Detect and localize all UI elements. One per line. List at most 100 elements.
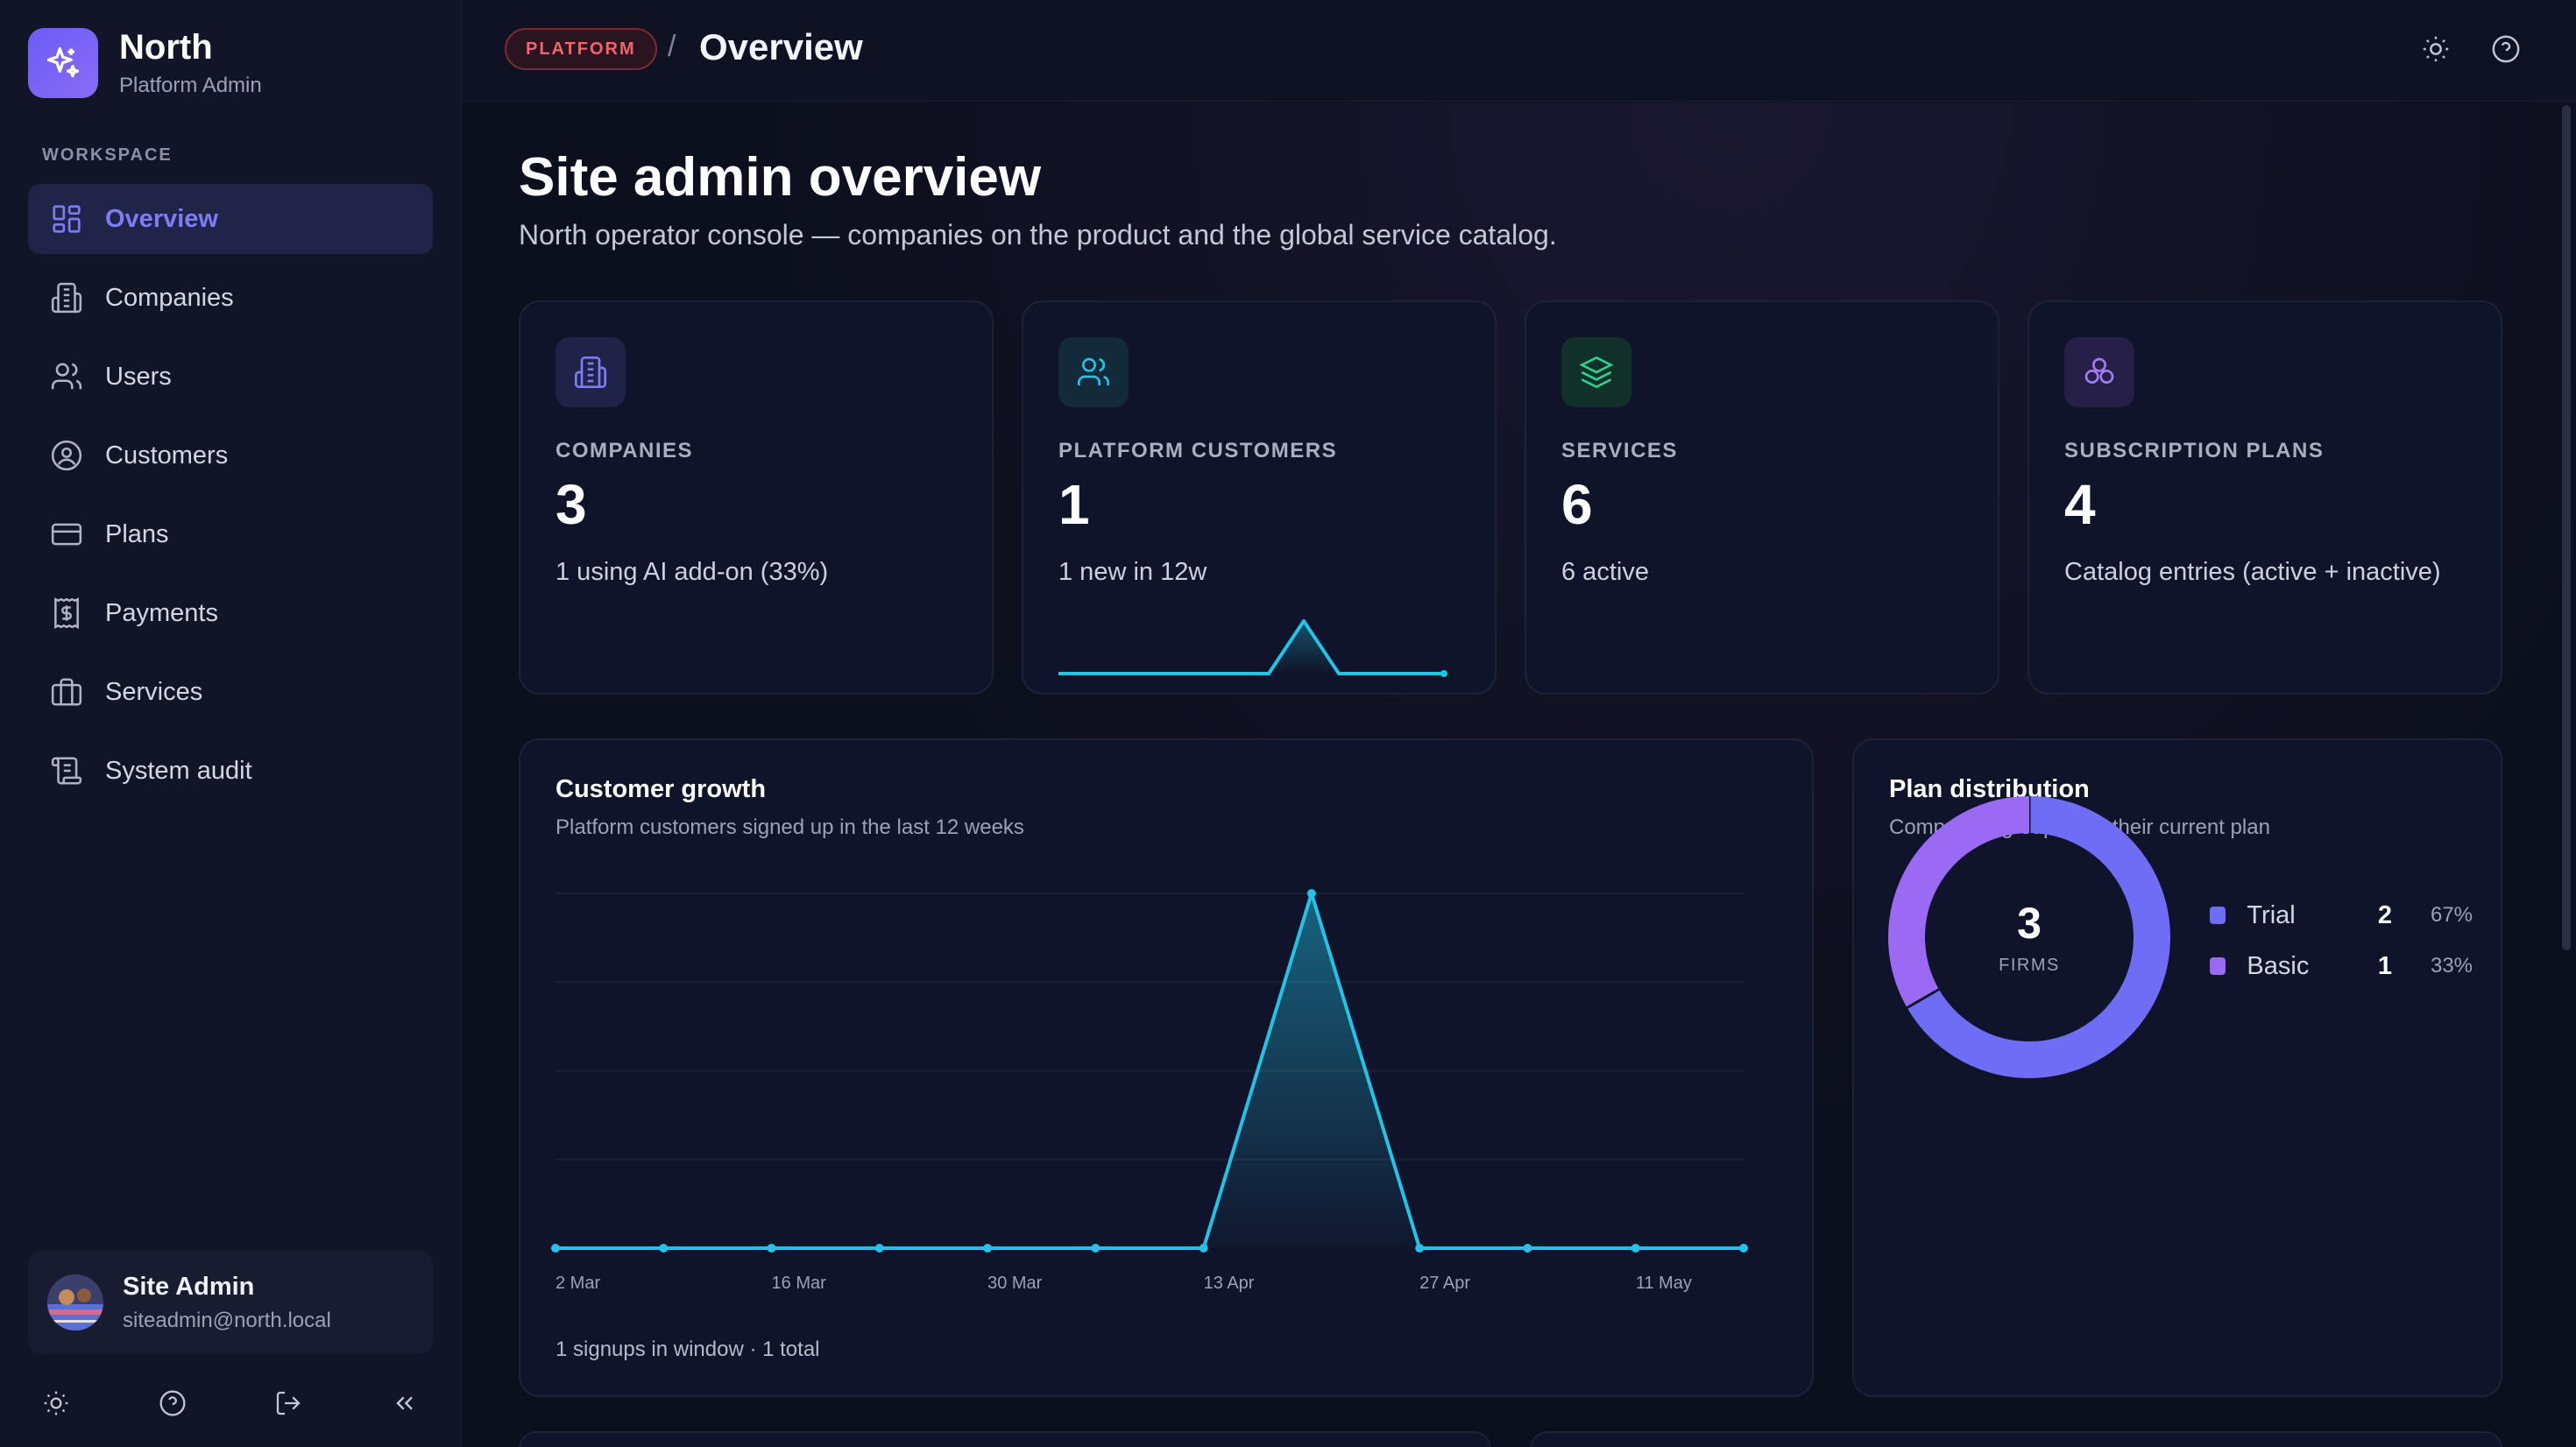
stat-card-subscription-plans: SUBSCRIPTION PLANS 4 Catalog entries (ac… bbox=[2028, 300, 2502, 695]
data-point[interactable] bbox=[1523, 1244, 1532, 1253]
sidebar-footer-actions bbox=[0, 1375, 462, 1436]
user-email: siteadmin@north.local bbox=[123, 1308, 331, 1332]
sidebar-item-overview[interactable]: Overview bbox=[28, 184, 433, 254]
data-point[interactable] bbox=[1415, 1244, 1425, 1253]
sidebar-item-label: Payments bbox=[105, 598, 218, 627]
collapse-icon[interactable] bbox=[387, 1386, 422, 1421]
stat-label: SUBSCRIPTION PLANS bbox=[2064, 439, 2325, 462]
x-tick-label: 30 Mar bbox=[987, 1274, 1043, 1293]
customer-growth-panel: 2 Mar 16 Mar 30 Mar 13 Apr 27 Apr 11 May Cust… bbox=[519, 738, 1814, 1397]
receipt-dollar-icon bbox=[49, 596, 84, 631]
sparkline-line bbox=[1058, 619, 1444, 675]
scrollbar-thumb[interactable] bbox=[2562, 105, 2571, 950]
data-point[interactable] bbox=[1091, 1244, 1100, 1253]
page-subtitle: North operator console — companies on th… bbox=[519, 219, 1557, 251]
legend-percent: 33% bbox=[2430, 954, 2473, 978]
data-point[interactable] bbox=[874, 1244, 884, 1253]
sun-icon[interactable] bbox=[2418, 32, 2453, 67]
panel-subtitle: Platform customers signed up in the last… bbox=[556, 815, 1024, 839]
sidebar-item-plans[interactable]: Plans bbox=[28, 499, 433, 569]
boxes-icon bbox=[2064, 337, 2134, 407]
sidebar-item-system-audit[interactable]: System audit bbox=[28, 736, 433, 806]
stat-value: 6 bbox=[1561, 473, 1593, 536]
sidebar-item-label: Services bbox=[105, 677, 203, 706]
stat-detail: Catalog entries (active + inactive) bbox=[2064, 558, 2441, 586]
breadcrumb-separator: / bbox=[668, 30, 676, 63]
sun-icon[interactable] bbox=[39, 1386, 74, 1421]
donut-center-label: FIRMS bbox=[1999, 956, 2060, 975]
data-point[interactable] bbox=[983, 1244, 993, 1253]
panel-footer: 1 signups in window · 1 total bbox=[556, 1338, 820, 1361]
data-point[interactable] bbox=[1631, 1244, 1640, 1253]
sidebar-nav: Overview Companies Users Customers Plans bbox=[28, 184, 433, 815]
brand-subtitle: Platform Admin bbox=[119, 74, 262, 97]
sidebar-item-label: Users bbox=[105, 362, 172, 391]
x-tick-label: 11 May bbox=[1636, 1274, 1692, 1293]
bottom-card-left bbox=[519, 1431, 1491, 1447]
stat-value: 3 bbox=[556, 473, 587, 536]
series-line bbox=[556, 892, 1744, 1250]
donut-slice-trial[interactable] bbox=[1907, 796, 2170, 1078]
credit-card-icon bbox=[49, 517, 84, 552]
main-content: Site admin overview North operator conso… bbox=[463, 102, 2576, 1447]
briefcase-icon bbox=[49, 674, 84, 709]
sidebar-item-label: Plans bbox=[105, 519, 169, 548]
data-point[interactable] bbox=[767, 1244, 776, 1253]
stat-detail: 6 active bbox=[1561, 558, 1649, 586]
page-title: Site admin overview bbox=[519, 147, 1042, 208]
sidebar-item-companies[interactable]: Companies bbox=[28, 263, 433, 333]
sidebar-item-label: System audit bbox=[105, 756, 252, 785]
stat-label: SERVICES bbox=[1561, 439, 1678, 462]
legend-item-basic: Basic 1 33% bbox=[2210, 949, 2473, 984]
data-point[interactable] bbox=[659, 1244, 669, 1253]
logout-icon[interactable] bbox=[271, 1386, 306, 1421]
user-name: Site Admin bbox=[123, 1272, 255, 1301]
stat-value: 4 bbox=[2064, 473, 2096, 536]
sidebar-section-label: WORKSPACE bbox=[42, 145, 173, 165]
legend-item-trial: Trial 2 67% bbox=[2210, 898, 2473, 933]
stat-detail: 1 new in 12w bbox=[1058, 558, 1207, 586]
sidebar: North Platform Admin WORKSPACE Overview … bbox=[0, 0, 462, 1447]
stat-label: COMPANIES bbox=[556, 439, 694, 462]
legend-percent: 67% bbox=[2430, 903, 2473, 927]
sidebar-item-services[interactable]: Services bbox=[28, 657, 433, 727]
platform-badge: PLATFORM bbox=[505, 28, 657, 70]
data-point[interactable] bbox=[551, 1244, 560, 1253]
stat-card-companies: COMPANIES 3 1 using AI add-on (33%) bbox=[519, 300, 994, 695]
layers-icon bbox=[1561, 337, 1631, 407]
sidebar-item-label: Customers bbox=[105, 441, 229, 469]
data-point[interactable] bbox=[1199, 1244, 1208, 1253]
brand[interactable]: North Platform Admin bbox=[28, 28, 262, 98]
data-point[interactable] bbox=[1739, 1244, 1748, 1253]
customers-sparkline bbox=[1058, 619, 1447, 677]
x-tick-label: 16 Mar bbox=[772, 1274, 827, 1293]
users-icon bbox=[1058, 337, 1129, 407]
top-bar: PLATFORM / Overview bbox=[463, 0, 2576, 102]
legend-name: Trial bbox=[2247, 900, 2296, 929]
stat-label: PLATFORM CUSTOMERS bbox=[1058, 439, 1338, 462]
help-icon[interactable] bbox=[2488, 32, 2523, 67]
donut-slice-basic[interactable] bbox=[1888, 796, 2030, 1008]
data-point[interactable] bbox=[1306, 889, 1316, 898]
sparkle-icon bbox=[28, 28, 98, 98]
legend-name: Basic bbox=[2247, 951, 2310, 980]
sidebar-item-payments[interactable]: Payments bbox=[28, 578, 433, 648]
x-tick-label: 13 Apr bbox=[1204, 1274, 1255, 1293]
grid-icon bbox=[49, 201, 84, 236]
legend-count: 2 bbox=[2377, 900, 2393, 929]
help-icon[interactable] bbox=[155, 1386, 190, 1421]
sidebar-item-customers[interactable]: Customers bbox=[28, 420, 433, 491]
stat-card-platform-customers: PLATFORM CUSTOMERS 1 1 new in 12w bbox=[1022, 300, 1497, 695]
plan-donut-chart bbox=[1888, 796, 2170, 1078]
user-card[interactable]: Site Admin siteadmin@north.local bbox=[28, 1251, 433, 1354]
legend-count: 1 bbox=[2377, 951, 2393, 980]
stat-value: 1 bbox=[1058, 473, 1090, 536]
stat-detail: 1 using AI add-on (33%) bbox=[556, 558, 829, 586]
users-icon bbox=[49, 359, 84, 394]
sidebar-item-users[interactable]: Users bbox=[28, 342, 433, 412]
sparkline-area bbox=[1058, 621, 1444, 674]
panel-title: Customer growth bbox=[556, 775, 767, 803]
scroll-icon bbox=[49, 753, 84, 788]
sidebar-item-label: Overview bbox=[105, 204, 218, 233]
customer-growth-chart: 2 Mar 16 Mar 30 Mar 13 Apr 27 Apr 11 May bbox=[551, 889, 1748, 1293]
